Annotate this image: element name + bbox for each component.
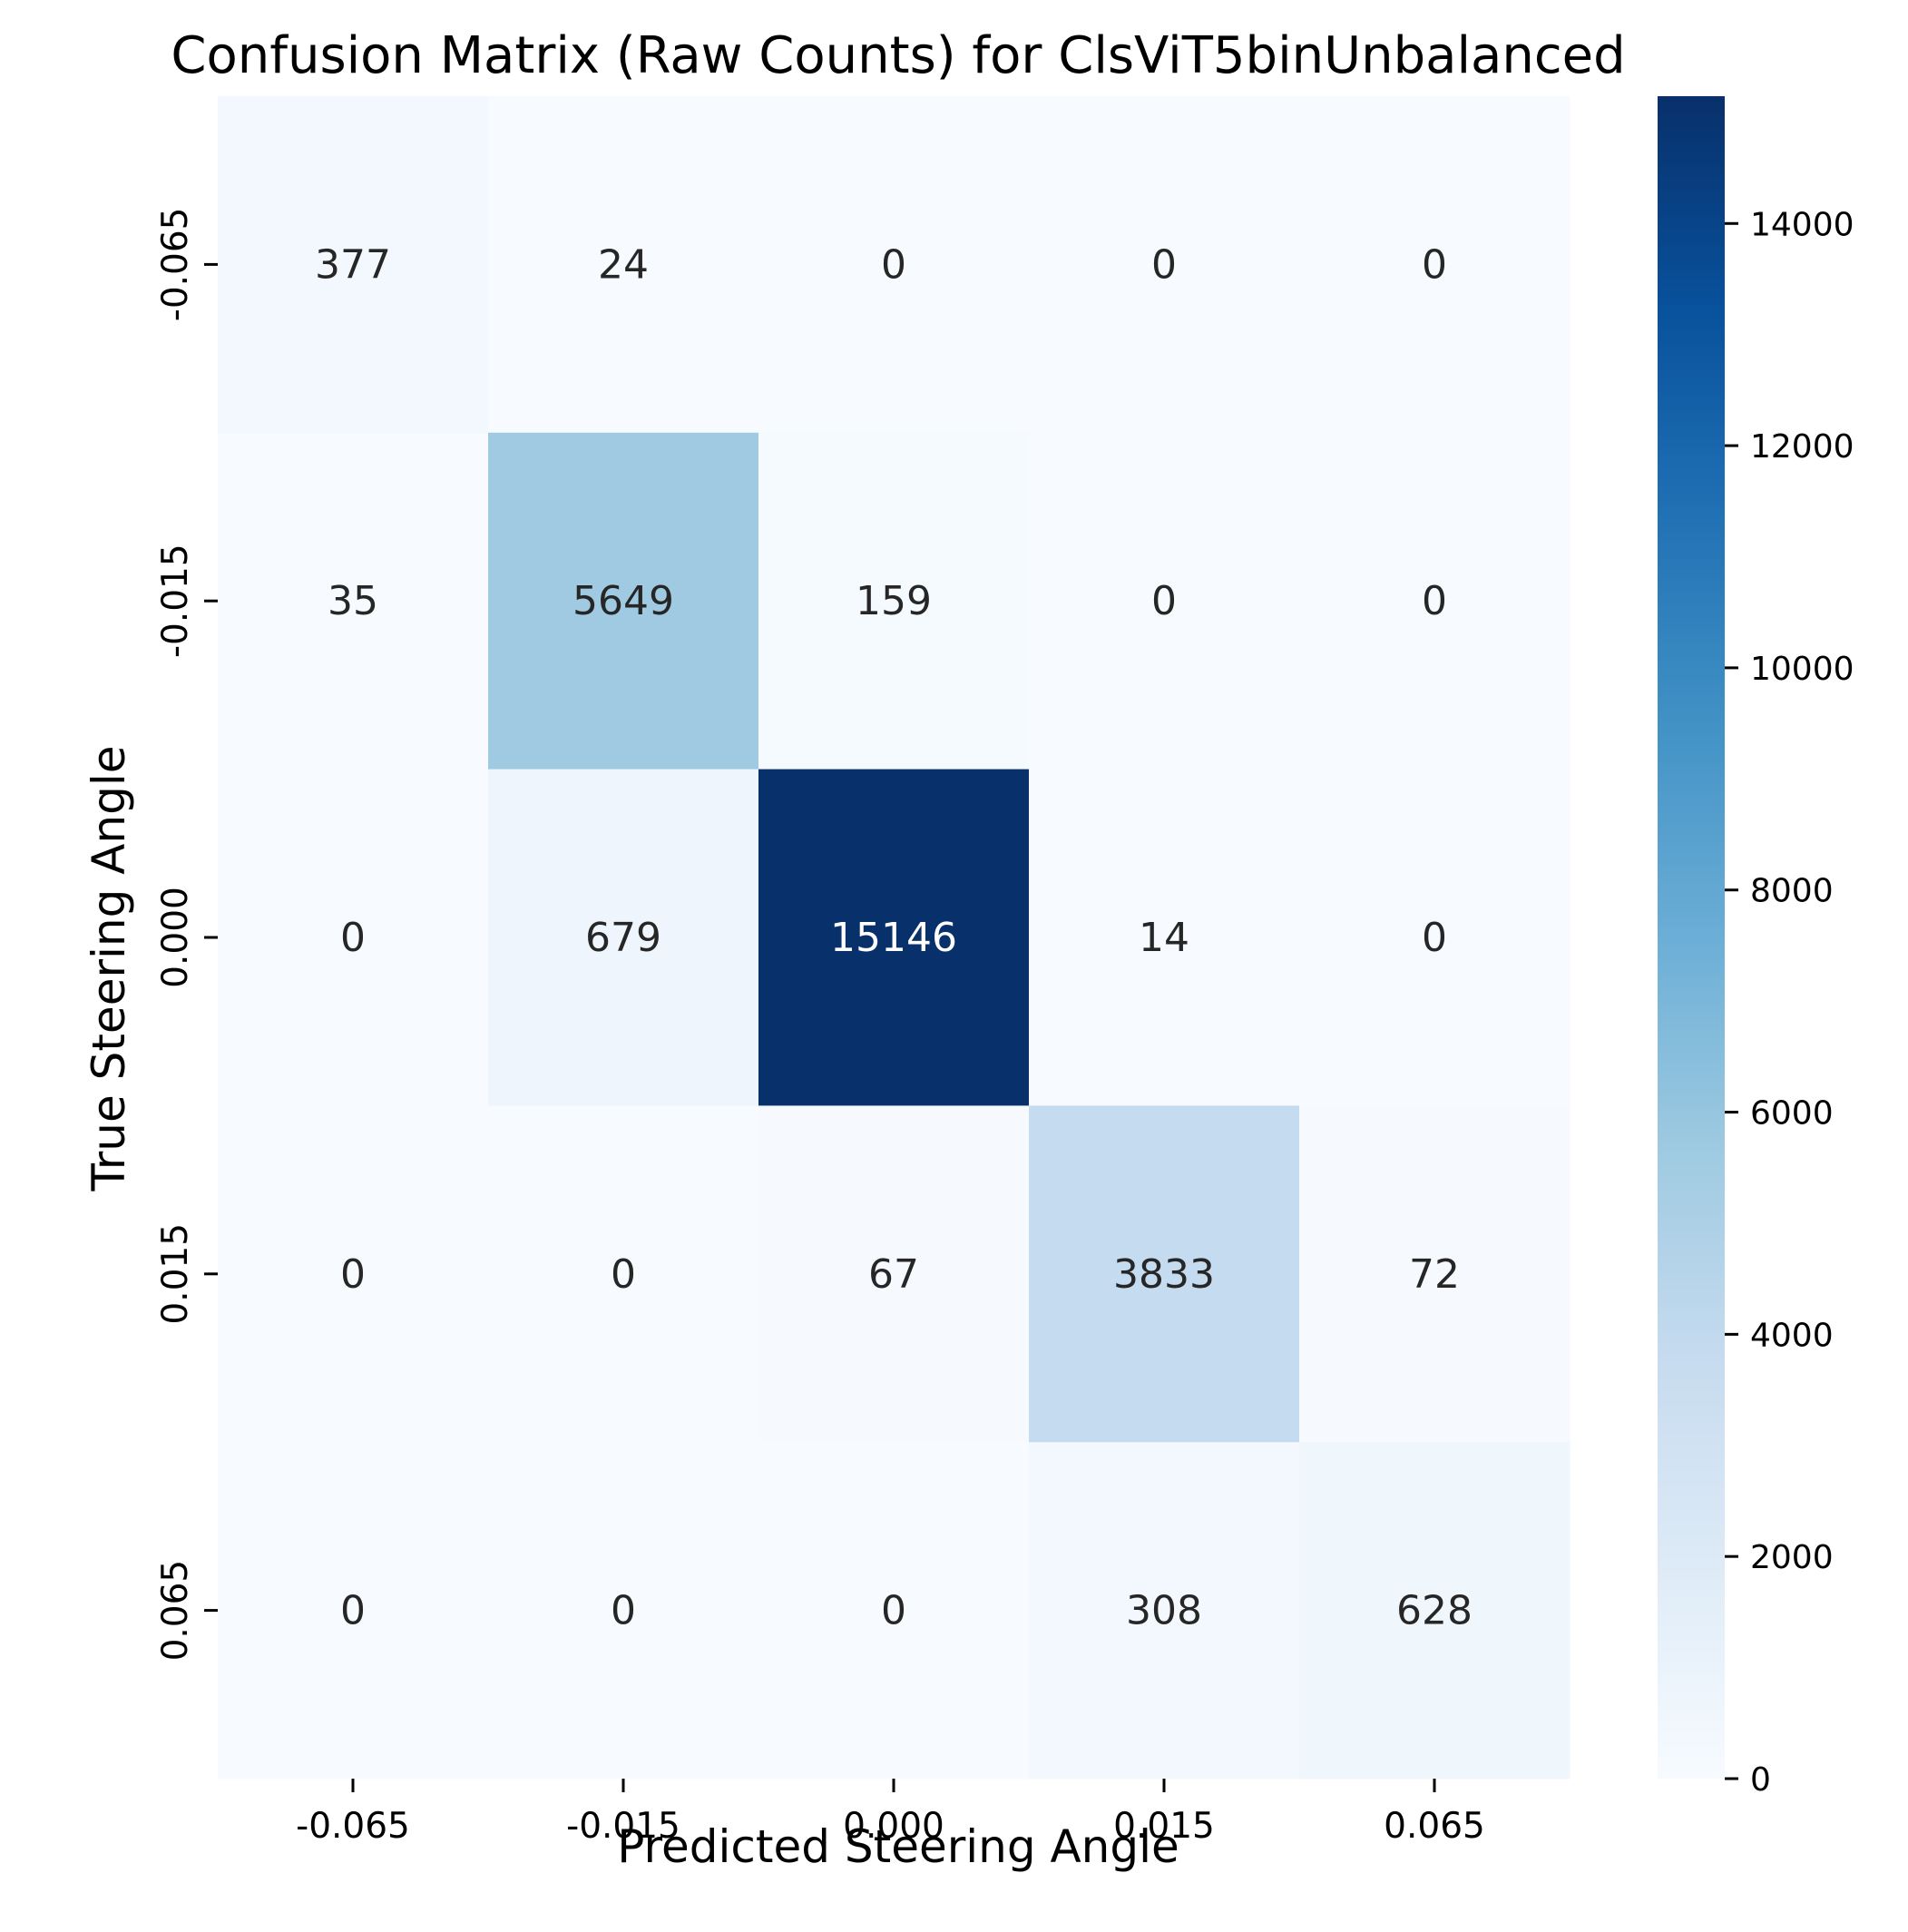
colorbar-ticks: 0 2000 4000 6000 8000 10000 12000 14000: [1725, 206, 1854, 1799]
cell-value-label: 0: [340, 1588, 366, 1634]
x-tick-label: 0.015: [1113, 1806, 1215, 1847]
y-tick-label: -0.015: [155, 544, 196, 658]
colorbar-tick-label: 8000: [1750, 873, 1834, 910]
heatmap-cell: [1299, 1442, 1570, 1780]
heatmap-cell: [758, 1105, 1030, 1443]
cell-value-label: 15146: [830, 915, 957, 961]
cell-value-label: 628: [1396, 1588, 1473, 1634]
y-tick-label: 0.000: [155, 887, 196, 988]
heatmap-cell: [1299, 96, 1570, 434]
x-axis-label: Predicted Steering Angle: [617, 1820, 1179, 1873]
cell-value-label: 24: [598, 241, 649, 288]
heatmap-cell: [218, 96, 489, 434]
y-tick-label: 0.065: [155, 1560, 196, 1662]
cell-value-label: 5649: [572, 578, 674, 624]
x-tick-label: -0.065: [296, 1806, 410, 1847]
heatmap-cell: [758, 432, 1030, 770]
y-axis-ticks: -0.065 -0.015 0.000 0.015 0.065: [155, 208, 218, 1662]
heatmap-cell: [1029, 1105, 1300, 1443]
heatmap-cell: [488, 1442, 759, 1780]
heatmap-cell: [1029, 1442, 1300, 1780]
cell-value-label: 0: [1422, 241, 1447, 288]
heatmap-cell: [1299, 432, 1570, 770]
colorbar-tick-label: 12000: [1750, 428, 1854, 466]
cell-value-label: 72: [1409, 1251, 1460, 1298]
cell-value-label: 0: [1151, 241, 1177, 288]
cell-value-label: 0: [1422, 915, 1447, 961]
heatmap-cell: [1029, 769, 1300, 1106]
cell-value-label: 308: [1126, 1588, 1202, 1634]
colorbar-tick-label: 10000: [1750, 651, 1854, 688]
heatmap-cell: [1299, 1105, 1570, 1443]
x-axis-ticks: -0.065 -0.015 0.000 0.015 0.065: [296, 1779, 1485, 1847]
y-axis-label: True Steering Angle: [83, 745, 135, 1192]
cell-value-label: 0: [611, 1251, 636, 1298]
heatmap-cell: [488, 432, 759, 770]
cell-value-label: 159: [856, 578, 932, 624]
colorbar-tick-label: 4000: [1750, 1317, 1834, 1354]
heatmap-cell: [758, 769, 1030, 1106]
heatmap-cell: [1299, 769, 1570, 1106]
heatmap-cell: [488, 769, 759, 1106]
y-tick-label: -0.065: [155, 208, 196, 322]
cell-value-label: 679: [585, 915, 661, 961]
colorbar-tick-label: 0: [1750, 1761, 1771, 1799]
heatmap-cell: [758, 1442, 1030, 1780]
cell-value-label: 377: [315, 241, 391, 288]
colorbar-tick-label: 2000: [1750, 1539, 1834, 1576]
cell-value-label: 3833: [1113, 1251, 1215, 1298]
heatmap-cell: [758, 96, 1030, 434]
heatmap-annotations: 377 24 0 0 0 35 5649 159 0 0 0 679 15146 14 0 0 0 67 3833 7…: [315, 241, 1473, 1633]
cell-value-label: 35: [328, 578, 378, 624]
cell-value-label: 14: [1139, 915, 1189, 961]
heatmap-cell: [1029, 96, 1300, 434]
colorbar-tick-label: 14000: [1750, 206, 1854, 243]
cell-value-label: 0: [1151, 578, 1177, 624]
cell-value-label: 0: [881, 1588, 906, 1634]
heatmap-cell: [488, 96, 759, 434]
heatmap-cell: [218, 769, 489, 1106]
cell-value-label: 0: [1422, 578, 1447, 624]
heatmap-cells: [218, 96, 1570, 1780]
heatmap-cell: [488, 1105, 759, 1443]
heatmap-cell: [218, 1442, 489, 1780]
heatmap-cell: [1029, 432, 1300, 770]
cell-value-label: 0: [340, 915, 366, 961]
x-tick-label: 0.065: [1384, 1806, 1485, 1847]
cell-value-label: 0: [340, 1251, 366, 1298]
chart-title: Confusion Matrix (Raw Counts) for ClsViT…: [171, 26, 1625, 85]
cell-value-label: 0: [881, 241, 906, 288]
colorbar-tick-label: 6000: [1750, 1095, 1834, 1133]
heatmap-cell: [218, 1105, 489, 1443]
x-tick-label: 0.000: [843, 1806, 944, 1847]
heatmap-cell: [218, 432, 489, 770]
x-tick-label: -0.015: [566, 1806, 680, 1847]
y-tick-label: 0.015: [155, 1223, 196, 1325]
colorbar: [1658, 96, 1725, 1779]
cell-value-label: 0: [611, 1588, 636, 1634]
cell-value-label: 67: [868, 1251, 919, 1298]
